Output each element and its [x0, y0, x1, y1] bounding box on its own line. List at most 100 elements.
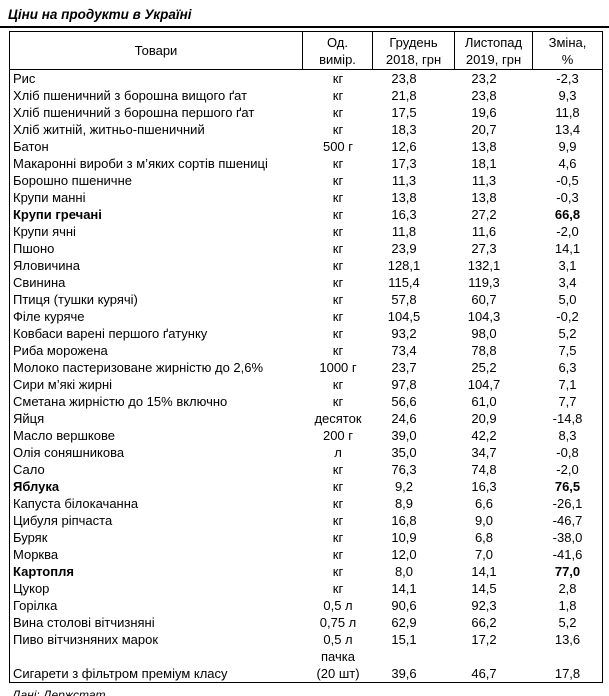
header-product: Товари [10, 32, 303, 69]
price-dec-2018: 11,8 [391, 224, 417, 239]
price-nov-2019: 11,3 [471, 173, 497, 188]
change-percent: -0,5 [556, 173, 579, 188]
change-percent: 11,8 [555, 105, 580, 120]
table-row: Морква кг 12,0 7,0 -41,6 [10, 546, 602, 563]
unit-cell: кг [332, 581, 344, 596]
change-percent: -41,6 [552, 547, 583, 562]
unit-cell: кг [332, 564, 344, 579]
product-name: Сигарети з фільтром преміум класу [13, 666, 228, 681]
change-percent: 4,6 [558, 156, 577, 171]
table-row: Борошно пшеничне кг 11,3 11,3 -0,5 [10, 172, 602, 189]
price-nov-2019: 98,0 [471, 326, 497, 341]
table-row: Птиця (тушки курячі) кг 57,8 60,7 5,0 [10, 291, 602, 308]
change-percent: 13,6 [554, 632, 581, 647]
table-row: Сметана жирністю до 15% включно кг 56,6 61,… [10, 393, 602, 410]
change-percent: 9,9 [558, 139, 577, 154]
price-dec-2018: 57,8 [391, 292, 417, 307]
product-name: Свинина [13, 275, 66, 290]
product-name: Філе куряче [13, 309, 85, 324]
table-row: Риба морожена кг 73,4 78,8 7,5 [10, 342, 602, 359]
price-nov-2019: 20,7 [471, 122, 497, 137]
product-name: Сало [13, 462, 45, 477]
price-nov-2019: 14,5 [471, 581, 497, 596]
price-dec-2018: 128,1 [387, 258, 421, 273]
change-percent: 7,1 [558, 377, 577, 392]
price-dec-2018: 16,3 [391, 207, 417, 222]
price-dec-2018: 8,0 [394, 564, 414, 579]
price-dec-2018: 39,0 [391, 428, 417, 443]
table-row: Масло вершкове 200 г 39,0 42,2 8,3 [10, 427, 602, 444]
change-percent: -46,7 [552, 513, 583, 528]
product-name: Цукор [13, 581, 50, 596]
table-row: Капуста білокачанна кг 8,9 6,6 -26,1 [10, 495, 602, 512]
price-dec-2018: 23,7 [391, 360, 417, 375]
header-november-2019: Листопад 2019, грн [455, 32, 533, 69]
price-nov-2019: 9,0 [474, 513, 494, 528]
price-nov-2019: 61,0 [471, 394, 497, 409]
unit-cell: л [334, 445, 342, 460]
price-nov-2019: 119,3 [468, 275, 500, 290]
price-nov-2019: 104,3 [467, 309, 501, 324]
price-nov-2019: 13,8 [471, 190, 497, 205]
product-name: Борошно пшеничне [13, 173, 132, 188]
product-name: Цибуля ріпчаста [13, 513, 113, 528]
table-row: Крупи гречані кг 16,3 27,2 66,8 [10, 206, 602, 223]
unit-cell: кг [332, 479, 344, 494]
table-row: Яйця десяток 24,6 20,9 -14,8 [10, 410, 602, 427]
change-percent: 77,0 [554, 564, 581, 579]
unit-cell: кг [332, 71, 344, 86]
table-row: Вина столові вітчизняні 0,75 л 62,9 66,2 5,2 [10, 614, 602, 631]
change-percent: 9,3 [558, 88, 577, 103]
product-name: Буряк [13, 530, 48, 545]
table-row: Яблука кг 9,2 16,3 76,5 [10, 478, 602, 495]
price-dec-2018: 17,5 [391, 105, 417, 120]
unit-cell: кг [332, 275, 344, 290]
header-change-percent: Зміна, % [548, 34, 587, 67]
change-percent: 8,3 [558, 428, 577, 443]
price-dec-2018: 62,9 [391, 615, 417, 630]
price-nov-2019: 7,0 [474, 547, 494, 562]
unit-cell: кг [332, 343, 344, 358]
price-dec-2018: 39,6 [391, 666, 417, 681]
table-row: Ковбаси варені першого ґатунку кг 93,2 98,0… [10, 325, 602, 342]
unit-cell: кг [332, 224, 344, 239]
price-dec-2018: 12,0 [391, 547, 417, 562]
change-percent: 66,8 [554, 207, 581, 222]
unit-cell: десяток [314, 411, 362, 426]
price-nov-2019: 11,6 [471, 224, 497, 239]
change-percent: -2,3 [556, 71, 579, 86]
product-name: Крупи манні [13, 190, 86, 205]
price-nov-2019: 13,8 [471, 139, 497, 154]
price-dec-2018: 18,3 [391, 122, 417, 137]
change-percent: 5,0 [558, 292, 577, 307]
change-percent: 13,4 [554, 122, 581, 137]
price-nov-2019: 42,2 [471, 428, 497, 443]
product-name: Рис [13, 71, 36, 86]
product-name: Макаронні вироби з м’яких сортів пшениці [13, 156, 268, 171]
price-dec-2018: 115,4 [388, 275, 420, 290]
product-name: Морква [13, 547, 59, 562]
table-row: Сири м’які жирні кг 97,8 104,7 7,1 [10, 376, 602, 393]
price-dec-2018: 10,9 [391, 530, 417, 545]
price-nov-2019: 66,2 [471, 615, 497, 630]
change-percent: 7,5 [558, 343, 577, 358]
change-percent: -0,8 [556, 445, 579, 460]
unit-cell: 0,5 л [323, 632, 353, 647]
price-nov-2019: 60,7 [471, 292, 497, 307]
price-nov-2019: 46,7 [471, 666, 497, 681]
table-row: Яловичина кг 128,1 132,1 3,1 [10, 257, 602, 274]
price-dec-2018: 104,5 [387, 309, 421, 324]
product-name: Батон [13, 139, 49, 154]
table-row: Пшоно кг 23,9 27,3 14,1 [10, 240, 602, 257]
product-name: Крупи ячні [13, 224, 76, 239]
product-name: Пшоно [13, 241, 55, 256]
product-name: Хліб пшеничний з борошна першого ґат [13, 105, 255, 120]
change-percent: -26,1 [552, 496, 583, 511]
product-name: Капуста білокачанна [13, 496, 139, 511]
change-percent: 7,7 [558, 394, 577, 409]
price-dec-2018: 13,8 [391, 190, 417, 205]
unit-cell: 0,75 л [319, 615, 357, 630]
price-dec-2018: 8,9 [394, 496, 414, 511]
price-nov-2019: 23,2 [471, 71, 497, 86]
